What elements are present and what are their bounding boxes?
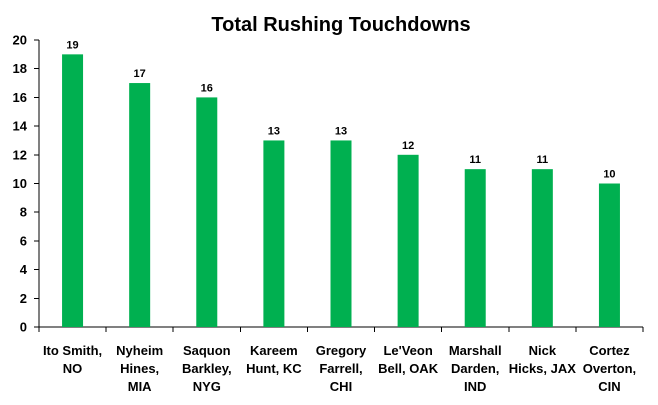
y-tick-label: 2 xyxy=(20,291,27,306)
y-tick-label: 4 xyxy=(20,262,28,277)
y-tick-label: 16 xyxy=(13,90,27,105)
category-label-line: Gregory xyxy=(316,343,367,358)
data-label: 13 xyxy=(335,125,347,137)
category-labels: Ito Smith, NO Nyheim Hines, MIA Saquon Barkley… xyxy=(43,343,636,394)
category-label-line: Ito Smith, xyxy=(43,343,102,358)
category-label-line: Saquon xyxy=(183,343,231,358)
category-label-line: Kareem xyxy=(250,343,298,358)
category-label: Nyheim Hines, MIA xyxy=(116,343,163,394)
data-label: 13 xyxy=(268,125,280,137)
y-tick-label: 20 xyxy=(13,33,27,48)
bars xyxy=(62,54,620,328)
bar xyxy=(464,169,486,327)
category-label-line: Darden, xyxy=(451,361,499,376)
y-axis: 0 2 4 6 8 10 12 14 16 18 20 xyxy=(13,33,40,335)
category-label: Kareem Hunt, KC xyxy=(246,343,302,376)
category-label-line: Marshall xyxy=(449,343,502,358)
x-axis xyxy=(38,326,644,332)
category-label-line: Hunt, KC xyxy=(246,361,302,376)
bar xyxy=(531,169,553,327)
y-tick-label: 0 xyxy=(20,320,27,335)
y-tick-label: 10 xyxy=(13,176,27,191)
data-label: 17 xyxy=(134,68,146,80)
y-tick-label: 6 xyxy=(20,233,27,248)
category-label-line: Farrell, xyxy=(319,361,362,376)
category-label: Nick Hicks, JAX xyxy=(509,343,577,376)
y-tick-label: 14 xyxy=(13,119,28,134)
category-label-line: Le'Veon xyxy=(383,343,432,358)
bar xyxy=(263,140,285,327)
y-tick-label: 18 xyxy=(13,61,27,76)
bar xyxy=(196,97,218,328)
category-label-line: Bell, OAK xyxy=(378,361,439,376)
data-label: 19 xyxy=(66,39,78,51)
bar xyxy=(330,140,352,327)
category-label: Ito Smith, NO xyxy=(43,343,102,376)
data-label: 16 xyxy=(201,82,213,94)
category-label: Marshall Darden, IND xyxy=(449,343,502,394)
category-label-line: NYG xyxy=(193,379,221,394)
y-tick-label: 8 xyxy=(20,205,27,220)
category-label-line: Nick xyxy=(529,343,557,358)
bar xyxy=(598,183,620,327)
category-label: Gregory Farrell, CHI xyxy=(316,343,367,394)
bar xyxy=(62,54,84,327)
category-label-line: Cortez xyxy=(589,343,630,358)
category-label-line: CIN xyxy=(598,379,620,394)
category-label-line: Nyheim xyxy=(116,343,163,358)
bar xyxy=(397,154,419,327)
data-labels: 19 17 16 13 13 12 11 11 10 xyxy=(66,39,615,180)
data-label: 12 xyxy=(402,140,414,152)
category-label-line: Barkley, xyxy=(182,361,232,376)
y-tick-label: 12 xyxy=(13,147,27,162)
category-label: Saquon Barkley, NYG xyxy=(182,343,232,394)
category-label-line: NO xyxy=(63,361,83,376)
data-label: 11 xyxy=(537,154,549,166)
category-label: Le'Veon Bell, OAK xyxy=(378,343,439,376)
category-label-line: Hicks, JAX xyxy=(509,361,577,376)
category-label-line: Overton, xyxy=(583,361,636,376)
category-label-line: CHI xyxy=(330,379,352,394)
bar xyxy=(129,83,151,327)
category-label-line: Hines, xyxy=(120,361,159,376)
category-label-line: IND xyxy=(464,379,486,394)
data-label: 11 xyxy=(469,154,481,166)
category-label: Cortez Overton, CIN xyxy=(583,343,636,394)
category-label-line: MIA xyxy=(128,379,152,394)
chart-title: Total Rushing Touchdowns xyxy=(211,14,470,36)
data-label: 10 xyxy=(603,169,615,181)
